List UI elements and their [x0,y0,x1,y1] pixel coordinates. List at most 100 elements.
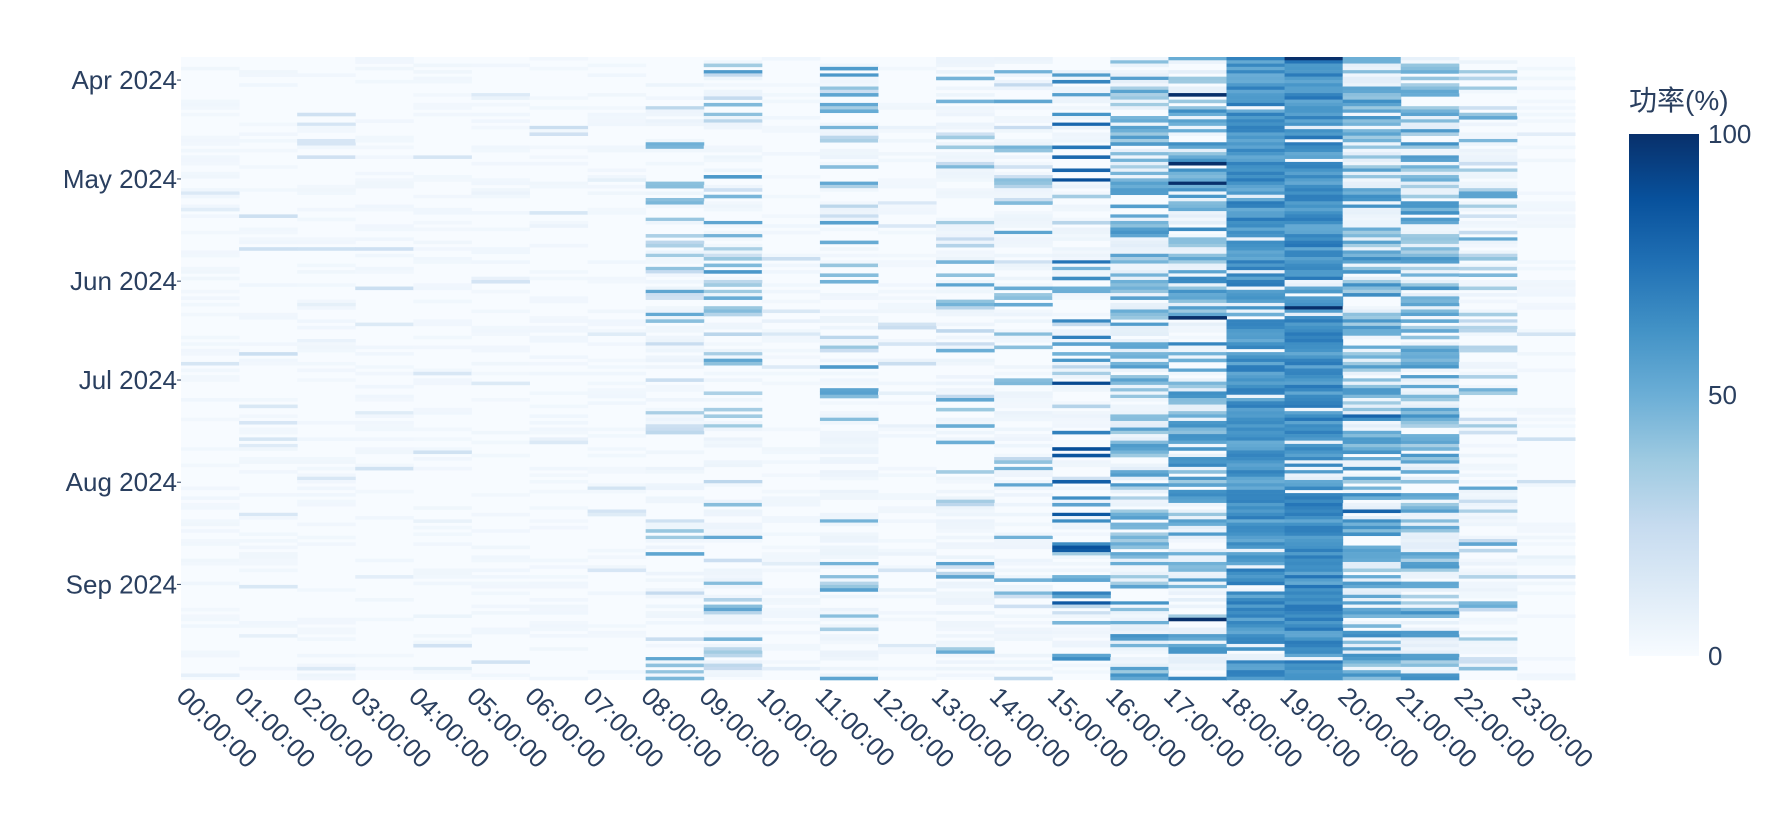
heatmap-cell [1052,253,1111,258]
heatmap-cell [239,493,298,497]
heatmap-cell [1284,663,1344,668]
heatmap-cell [1400,122,1460,127]
heatmap-cell [471,191,530,196]
heatmap-cell [936,286,995,291]
heatmap-cell [703,532,763,537]
heatmap-cell [297,191,356,196]
heatmap-cell [1226,486,1286,491]
heatmap-cell [1168,640,1227,645]
heatmap-cell [878,260,937,264]
heatmap-cell [936,424,995,428]
heatmap-cell [819,89,879,94]
heatmap-cell [703,358,763,363]
heatmap-cell [239,447,298,451]
heatmap-cell [1226,230,1286,235]
heatmap-cell [761,263,821,268]
heatmap-cell [1168,548,1227,553]
heatmap-cell [1400,404,1460,409]
heatmap-cell [355,79,414,84]
heatmap-cell [1110,489,1169,494]
heatmap-cell [936,361,995,366]
heatmap-cell [1400,519,1460,523]
heatmap-cell [1400,532,1460,537]
heatmap-cell [878,129,937,133]
heatmap-cell [471,227,530,232]
heatmap-cell [1052,125,1111,130]
heatmap-cell [1342,407,1402,412]
heatmap-cell [1284,168,1344,173]
heatmap-cell [761,93,821,97]
heatmap-cell [1168,571,1227,576]
heatmap-cell [1110,440,1169,445]
heatmap-cell [587,319,647,323]
heatmap-cell [1284,434,1344,438]
heatmap-cell [355,427,414,432]
heatmap-cell [1400,83,1460,87]
heatmap-cell [1226,398,1286,402]
heatmap-cell [587,106,647,110]
heatmap-cell [761,614,821,618]
heatmap-cell [1110,116,1169,120]
heatmap-cell [936,381,995,386]
heatmap-cell [1284,312,1344,317]
heatmap-cell [1284,598,1344,602]
heatmap-cell [994,535,1053,540]
heatmap-cell [645,266,705,271]
heatmap-cell [355,516,414,520]
heatmap-cell [1168,525,1227,530]
heatmap-cell [239,457,298,461]
heatmap-cell [1516,76,1576,81]
heatmap-cell [936,279,995,284]
heatmap-cell [1342,234,1402,238]
heatmap-cell [1168,89,1227,94]
heatmap-cell [587,427,647,432]
heatmap-cell [1284,476,1344,481]
heatmap-cell [1516,407,1576,412]
heatmap-cell [1400,358,1460,363]
heatmap-cell [1342,643,1402,648]
heatmap-cell [1284,653,1344,658]
heatmap-cell [529,325,589,330]
heatmap-cell [703,247,763,251]
heatmap-cell [703,512,763,517]
heatmap-cell [1226,440,1286,445]
heatmap-cell [1400,401,1460,405]
heatmap-cell [1458,607,1518,612]
heatmap-cell [1400,607,1460,612]
heatmap-cell [936,598,995,602]
heatmap-cell [703,502,763,507]
heatmap-cell [355,224,414,228]
heatmap-cell [1284,594,1344,599]
heatmap-cell [587,634,647,638]
heatmap-cell [471,181,530,186]
heatmap-cell [1284,289,1344,294]
heatmap-cell [1226,401,1286,405]
heatmap-cell [1226,237,1286,241]
heatmap-cell [1052,266,1111,271]
heatmap-cell [181,138,240,143]
heatmap-cell [1516,220,1576,225]
heatmap-cell [529,647,589,651]
heatmap-cell [355,181,414,186]
heatmap-cell [1226,450,1286,455]
heatmap-cell [239,358,298,363]
heatmap-cell [703,263,763,268]
heatmap-cell [297,112,356,117]
heatmap-cell [878,289,937,294]
heatmap-cell [645,643,705,648]
heatmap-cell [1342,368,1402,373]
heatmap-cell [587,63,647,68]
heatmap-cell [1052,237,1111,241]
heatmap-cell [1226,325,1286,330]
heatmap-cell [1110,627,1169,632]
heatmap-cell [1400,273,1460,277]
heatmap-cell [413,260,472,264]
heatmap-cell [471,194,530,199]
heatmap-cell [1400,394,1460,399]
heatmap-cell [1110,99,1169,104]
heatmap-cell [1516,201,1576,205]
heatmap-cell [1168,673,1227,678]
heatmap-cell [587,565,647,569]
heatmap-cell [1110,558,1169,563]
heatmap-cell [1458,76,1518,81]
